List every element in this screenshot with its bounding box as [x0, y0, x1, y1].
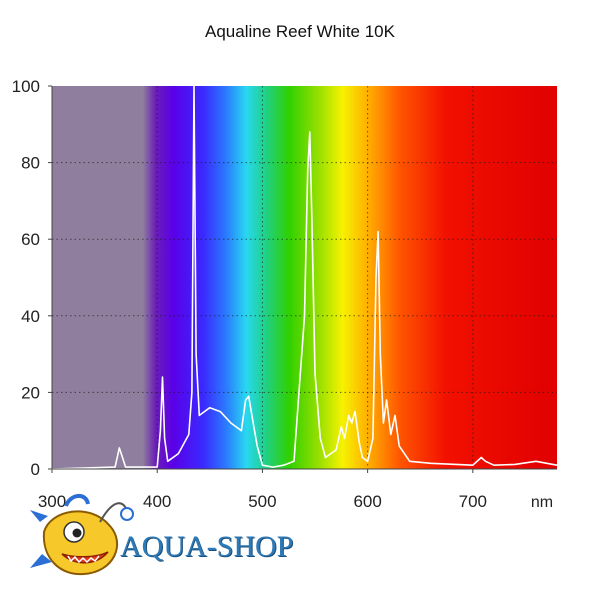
- x-tick-label: 300: [38, 492, 66, 511]
- x-tick-label: 400: [143, 492, 171, 511]
- anglerfish-icon: [30, 494, 134, 576]
- aqua-shop-logo-text: AQUA-SHOP: [120, 530, 294, 563]
- x-tick-labels: 300 400 500 600 700: [38, 492, 487, 511]
- x-tick-label: 600: [353, 492, 381, 511]
- x-tick-label: 700: [459, 492, 487, 511]
- y-tick-label: 40: [21, 307, 40, 326]
- spectrum-line: [51, 85, 558, 470]
- x-axis-unit-label: nm: [531, 494, 553, 511]
- spectrum-background: [52, 86, 557, 469]
- x-tick-label: 500: [248, 492, 276, 511]
- y-tick-label: 20: [21, 383, 40, 402]
- y-tick-labels: 0 20 40 60 80 100: [12, 77, 40, 479]
- chart-title: Aqualine Reef White 10K: [205, 22, 395, 41]
- axis-tick-marks: [48, 85, 474, 473]
- y-tick-label: 0: [31, 460, 40, 479]
- aqua-shop-logo: [30, 494, 134, 576]
- y-tick-label: 100: [12, 77, 40, 96]
- y-tick-label: 80: [21, 154, 40, 173]
- y-tick-label: 60: [21, 230, 40, 249]
